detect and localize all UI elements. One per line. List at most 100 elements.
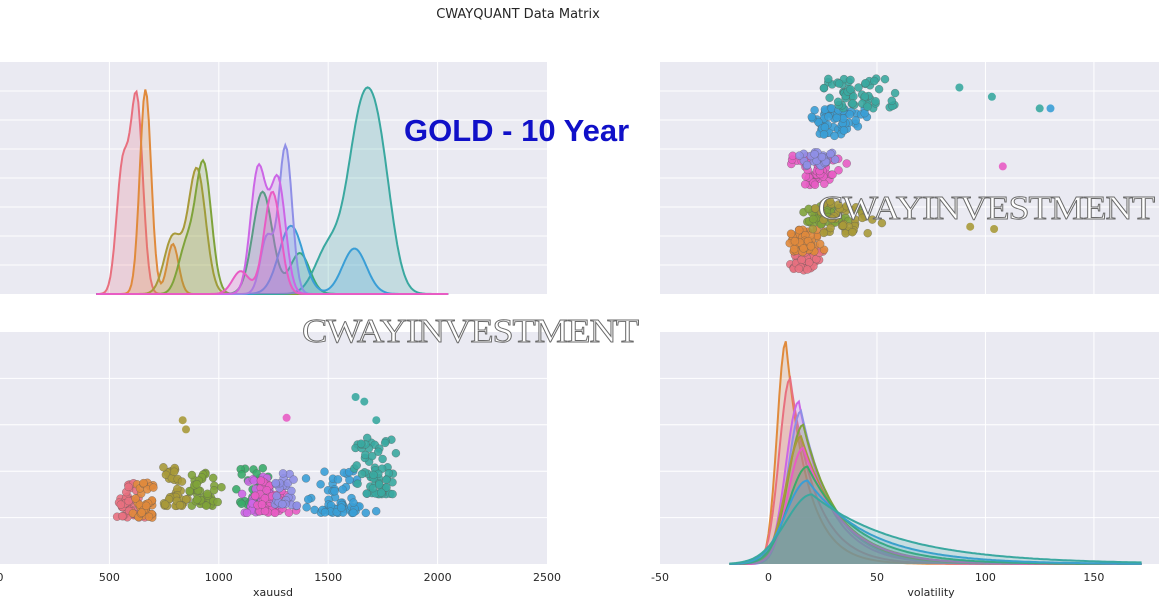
scatter-point-series-9 (337, 503, 346, 512)
scatter-point-series-5 (237, 470, 246, 479)
kde-line-series-10 (96, 190, 449, 295)
scatter-point-series-7 (824, 112, 833, 121)
kde-fill-series-9 (96, 164, 449, 294)
scatter-point-series-3 (809, 214, 818, 224)
scatter-point-series-4 (193, 495, 202, 504)
scatter-point-series-8 (278, 500, 287, 509)
scatter-point-series-4 (819, 215, 828, 224)
scatter-point-series-1 (118, 512, 127, 521)
scatter-point-series-8 (278, 469, 288, 478)
scatter-point-series-2 (816, 239, 825, 249)
scatter-point-series-5 (237, 499, 246, 508)
kde-line-series-9 (729, 479, 1142, 565)
plot-area-background (660, 332, 1159, 564)
scatter-point-series-4 (185, 486, 194, 496)
scatter-point-series-1 (803, 265, 812, 274)
x-axis-label-xauusd: xauusd (253, 586, 293, 599)
scatter-point-series-7 (256, 476, 266, 485)
kde-fill-series-4 (729, 410, 1142, 564)
x-tick-label: 500 (99, 571, 120, 584)
scatter-point-series-8 (824, 74, 833, 84)
scatter-point-series-7 (819, 130, 829, 139)
scatter-point-series-9 (304, 495, 313, 504)
scatter-point-series-5 (801, 180, 810, 189)
scatter-point-series-8 (874, 85, 884, 94)
scatter-point-series-8 (846, 75, 855, 85)
scatter-point-series-4 (858, 213, 867, 223)
scatter-point-outlier (372, 416, 381, 425)
scatter-point-series-4 (838, 221, 848, 230)
scatter-point-series-10 (357, 469, 367, 479)
scatter-point-series-2 (806, 242, 816, 251)
scatter-point-series-8 (846, 85, 855, 94)
scatter-point-series-10 (374, 447, 383, 456)
scatter-point-series-9 (302, 503, 311, 512)
kde-fill-series-1 (729, 341, 1142, 564)
scatter-point-series-6 (795, 151, 804, 160)
scatter-point-series-8 (887, 96, 896, 105)
scatter-point-series-2 (790, 237, 800, 246)
scatter-point-series-2 (139, 478, 148, 488)
scatter-point-series-2 (137, 508, 146, 517)
watermark-left: CWAYINVESTMENT (302, 313, 639, 350)
scatter-point-series-2 (799, 244, 808, 253)
scatter-point-series-10 (382, 475, 391, 484)
scatter-point-series-9 (349, 508, 358, 517)
scatter-point-series-6 (810, 150, 819, 159)
scatter-point-outlier (955, 83, 964, 92)
scatter-point-series-4 (868, 215, 877, 224)
scatter-point-series-7 (820, 123, 830, 132)
kde-fill-series-5 (96, 191, 449, 294)
x-tick-label: 100 (975, 571, 996, 584)
scatter-point-series-1 (124, 482, 133, 492)
kde-fill-series-7 (729, 448, 1142, 564)
scatter-point-series-2 (786, 229, 796, 238)
scatter-point-outlier (182, 425, 190, 434)
x-tick-label: 0 (0, 571, 4, 584)
scatter-point-series-9 (301, 474, 311, 483)
scatter-point-series-1 (797, 255, 806, 264)
scatter-point-series-4 (202, 501, 211, 510)
scatter-point-series-9 (361, 508, 370, 518)
scatter-point-series-6 (830, 155, 840, 164)
scatter-point-series-10 (375, 480, 384, 489)
scatter-point-series-9 (320, 467, 329, 476)
scatter-point-outlier (1046, 104, 1055, 113)
scatter-point-series-8 (292, 501, 302, 510)
scatter-point-series-8 (860, 92, 869, 101)
scatter-point-series-10 (380, 438, 390, 448)
scatter-point-series-10 (368, 484, 378, 493)
scatter-panel-volatility-vs-xauusd (660, 62, 1159, 294)
scatter-point-series-8 (871, 97, 880, 106)
scatter-point-series-2 (149, 483, 158, 492)
scatter-point-series-2 (795, 225, 804, 235)
scatter-point-series-4 (217, 483, 226, 492)
scatter-point-series-8 (287, 486, 296, 496)
scatter-point-series-10 (369, 470, 378, 480)
scatter-point-outlier (966, 222, 975, 231)
scatter-point-series-8 (819, 83, 829, 93)
scatter-point-series-7 (262, 486, 271, 495)
kde-fill-series-6 (729, 436, 1142, 564)
kde-fill-series-3 (729, 401, 1142, 564)
scatter-point-series-7 (832, 113, 841, 123)
scatter-point-series-8 (870, 76, 879, 86)
scatter-point-series-8 (833, 97, 843, 106)
kde-fill-series-5 (729, 424, 1142, 564)
scatter-point-series-8 (825, 93, 834, 102)
scatter-point-series-7 (807, 112, 816, 122)
scatter-point-series-1 (805, 258, 814, 267)
x-tick-label: 1000 (205, 571, 233, 584)
scatter-point-series-5 (232, 485, 241, 494)
scatter-point-series-2 (819, 245, 829, 254)
scatter-point-outlier (282, 413, 291, 422)
kde-fill-series-6 (96, 87, 449, 295)
x-tick-label: -50 (651, 571, 669, 584)
scatter-point-series-4 (877, 218, 887, 228)
scatter-point-series-2 (131, 494, 140, 503)
scatter-point-series-4 (825, 197, 835, 206)
watermark-right: CWAYINVESTMENT (818, 190, 1155, 227)
scatter-point-series-9 (372, 507, 381, 516)
kde-fill-series-4 (96, 160, 449, 294)
scatter-point-series-10 (353, 479, 362, 488)
